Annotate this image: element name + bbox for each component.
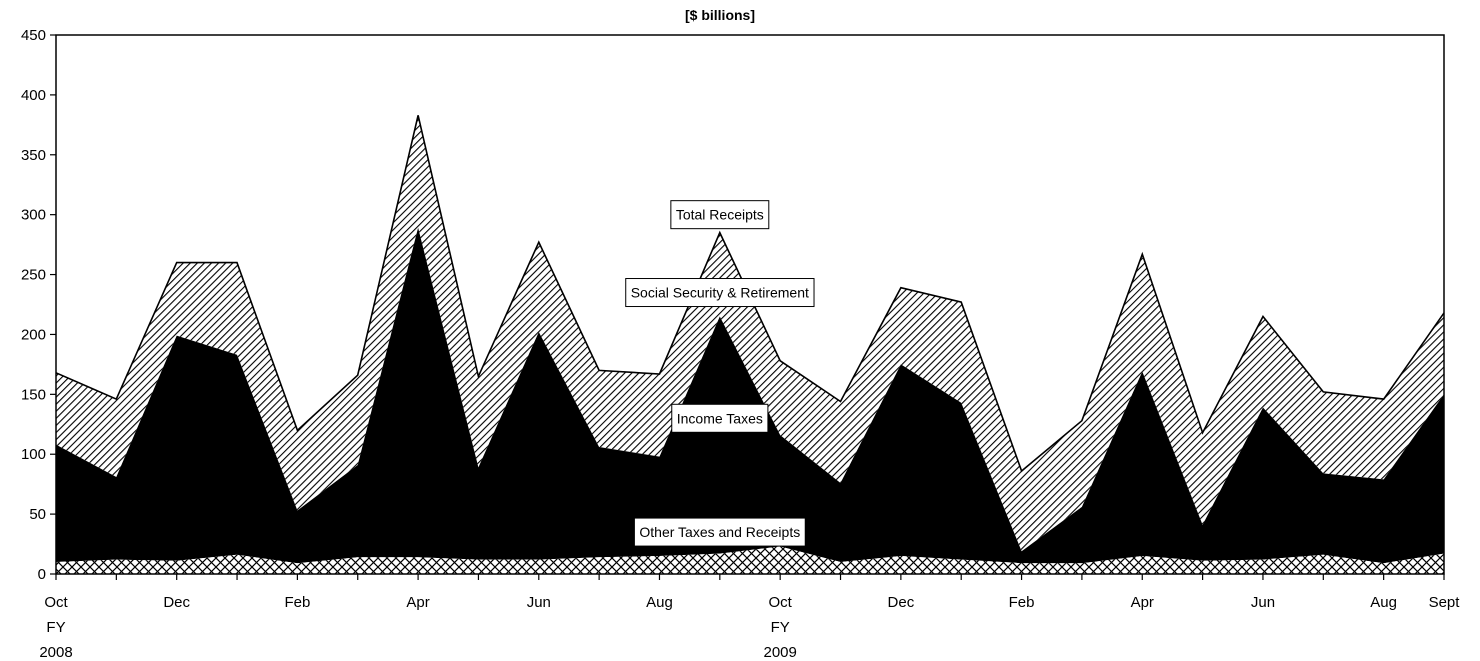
series-other-taxes-receipts <box>56 546 1444 574</box>
y-tick-label: 0 <box>38 566 46 583</box>
plot-frame <box>55 34 1445 575</box>
series-income-taxes <box>56 227 1444 564</box>
annotations: Total Receipts Social Security & Retireme… <box>625 200 815 547</box>
annotation-label: Other Taxes and Receipts <box>633 517 806 547</box>
svg-text:Total Receipts: Total Receipts <box>676 207 764 223</box>
x-tick-label: Dec <box>163 594 190 611</box>
x-tick-label: Oct FY 2008 <box>39 594 72 661</box>
x-tick-label: Oct FY 2009 <box>763 594 796 661</box>
x-tick-label: Feb <box>1009 594 1035 611</box>
y-tick-label: 250 <box>21 267 46 284</box>
y-tick-label: 450 <box>21 27 46 44</box>
y-axis: 0 50 100 150 200 250 300 350 400 450 <box>21 27 56 583</box>
svg-text:Income Taxes: Income Taxes <box>677 410 763 426</box>
x-tick-label: Jun <box>527 594 551 611</box>
y-tick-label: 200 <box>21 326 46 343</box>
x-tick-label: Aug <box>646 594 673 611</box>
y-tick-label: 300 <box>21 207 46 224</box>
x-tick-label: Apr <box>406 594 429 611</box>
series-social-security-retirement <box>56 115 1444 552</box>
annotation-label: Social Security & Retirement <box>625 278 815 308</box>
chart-title: [$ billions] <box>685 7 755 23</box>
annotation-label: Total Receipts <box>670 200 770 230</box>
x-tick-label: Dec <box>888 594 915 611</box>
x-axis: Oct FY 2008 Dec Feb Apr Jun Aug Oct FY 2009 Dec Feb A… <box>39 574 1460 661</box>
x-tick-label: Jun <box>1251 594 1275 611</box>
y-tick-label: 350 <box>21 147 46 164</box>
svg-text:Social Security & Retirement: Social Security & Retirement <box>631 285 809 301</box>
x-tick-label: Feb <box>284 594 310 611</box>
y-tick-label: 100 <box>21 446 46 463</box>
x-tick-label: Sept <box>1429 594 1461 611</box>
y-tick-label: 400 <box>21 87 46 104</box>
annotation-label: Income Taxes <box>671 403 769 433</box>
x-tick-label: Aug <box>1370 594 1397 611</box>
area-layers <box>56 115 1444 574</box>
svg-text:Other Taxes and Receipts: Other Taxes and Receipts <box>639 524 800 540</box>
x-tick-label: Apr <box>1131 594 1154 611</box>
y-tick-label: 150 <box>21 386 46 403</box>
y-tick-label: 50 <box>29 506 46 523</box>
